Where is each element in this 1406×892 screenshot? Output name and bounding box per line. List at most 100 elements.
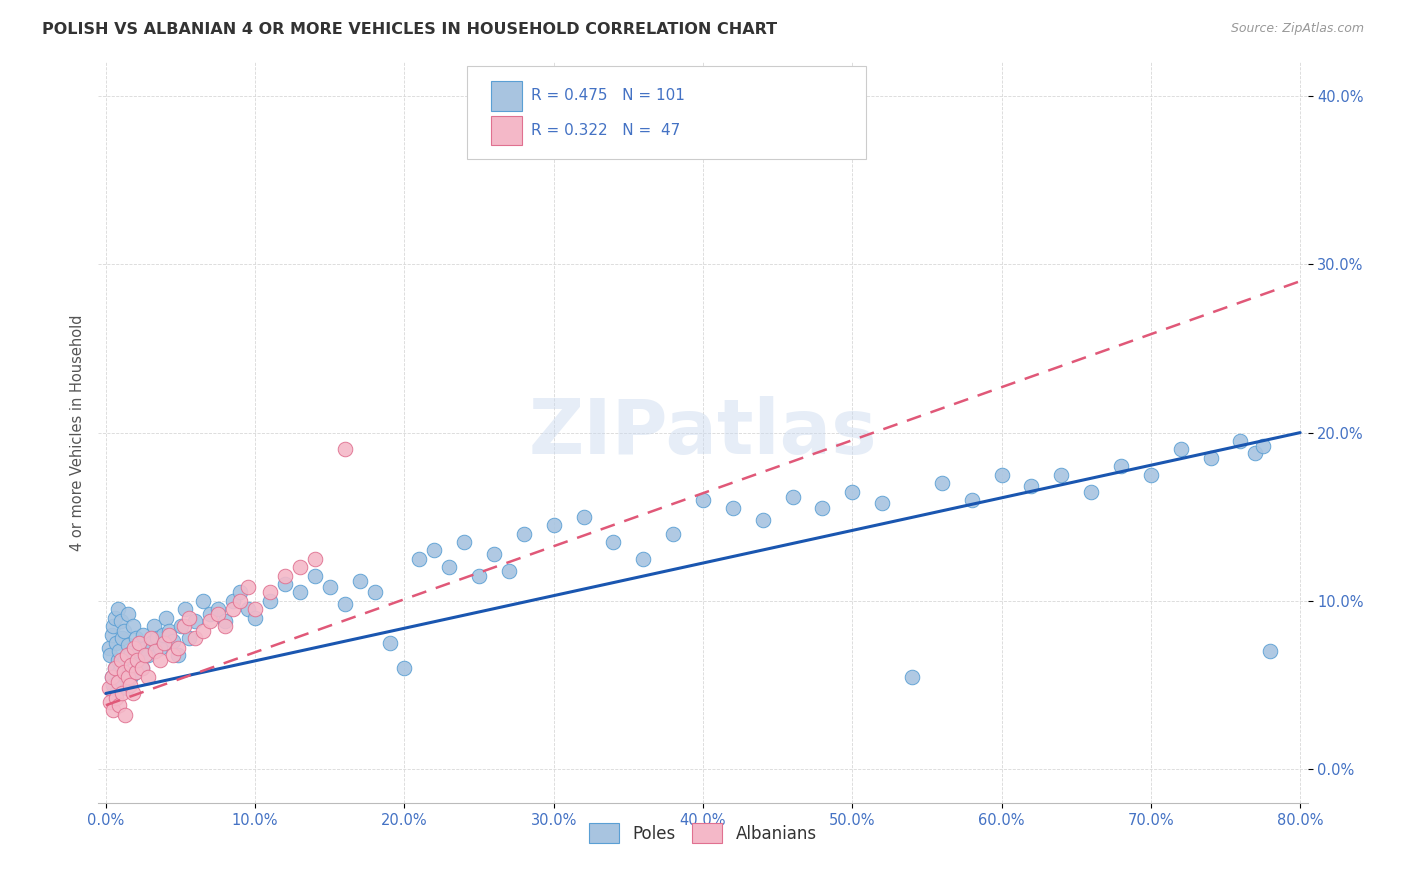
- Point: [117, 670, 139, 684]
- Point: [139, 636, 162, 650]
- Point: [110, 653, 132, 667]
- Point: [633, 551, 655, 566]
- Point: [319, 581, 342, 595]
- Point: [104, 661, 127, 675]
- Point: [101, 670, 124, 684]
- Point: [184, 631, 207, 645]
- Point: [191, 594, 214, 608]
- Point: [149, 653, 172, 667]
- Point: [121, 619, 143, 633]
- Point: [259, 585, 281, 599]
- Point: [103, 678, 125, 692]
- Point: [110, 657, 132, 672]
- Point: [145, 631, 167, 645]
- Point: [122, 666, 145, 681]
- Point: [214, 619, 236, 633]
- Point: [274, 568, 297, 582]
- Point: [207, 602, 229, 616]
- Point: [103, 703, 125, 717]
- Point: [105, 686, 128, 700]
- Point: [162, 648, 184, 662]
- Point: [104, 610, 127, 624]
- Point: [112, 624, 135, 639]
- Point: [222, 602, 245, 616]
- Point: [142, 619, 165, 633]
- Point: [1244, 446, 1267, 460]
- Point: [394, 661, 416, 675]
- Point: [121, 686, 143, 700]
- Point: [111, 631, 134, 645]
- Point: [236, 602, 259, 616]
- Point: [98, 695, 121, 709]
- Point: [143, 644, 166, 658]
- Point: [166, 648, 188, 662]
- Point: [274, 577, 297, 591]
- Point: [931, 476, 953, 491]
- Point: [153, 636, 176, 650]
- Text: R = 0.322   N =  47: R = 0.322 N = 47: [531, 123, 681, 138]
- FancyBboxPatch shape: [467, 66, 866, 159]
- Point: [468, 568, 491, 582]
- Point: [543, 518, 565, 533]
- Point: [184, 614, 207, 628]
- Point: [259, 594, 281, 608]
- Point: [960, 492, 983, 507]
- Point: [117, 607, 139, 622]
- Point: [243, 610, 266, 624]
- Text: Source: ZipAtlas.com: Source: ZipAtlas.com: [1230, 22, 1364, 36]
- Point: [1170, 442, 1192, 457]
- Point: [207, 607, 229, 622]
- Point: [120, 657, 142, 672]
- Point: [214, 614, 236, 628]
- Point: [222, 594, 245, 608]
- Point: [103, 619, 125, 633]
- Point: [333, 597, 356, 611]
- FancyBboxPatch shape: [492, 116, 522, 145]
- Point: [841, 484, 863, 499]
- Point: [811, 501, 834, 516]
- Point: [692, 492, 714, 507]
- Y-axis label: 4 or more Vehicles in Household: 4 or more Vehicles in Household: [69, 314, 84, 551]
- Point: [782, 490, 804, 504]
- Point: [108, 665, 131, 679]
- Point: [152, 627, 174, 641]
- Point: [229, 585, 252, 599]
- FancyBboxPatch shape: [492, 81, 522, 111]
- Point: [118, 678, 141, 692]
- Point: [108, 698, 131, 713]
- Point: [990, 467, 1012, 482]
- Point: [378, 636, 401, 650]
- Point: [101, 670, 124, 684]
- Point: [128, 636, 150, 650]
- Point: [128, 644, 150, 658]
- Point: [166, 640, 188, 655]
- Point: [127, 653, 149, 667]
- Point: [157, 627, 180, 641]
- Point: [1258, 644, 1281, 658]
- Point: [136, 648, 159, 662]
- Point: [97, 640, 120, 655]
- Point: [229, 594, 252, 608]
- Point: [721, 501, 744, 516]
- Point: [108, 644, 131, 658]
- Point: [1021, 479, 1043, 493]
- Point: [179, 631, 201, 645]
- Point: [304, 551, 326, 566]
- Point: [408, 551, 430, 566]
- Point: [173, 619, 195, 633]
- Point: [107, 602, 129, 616]
- Point: [1229, 434, 1251, 448]
- Point: [97, 681, 120, 696]
- Legend: Poles, Albanians: Poles, Albanians: [582, 816, 824, 850]
- Point: [304, 568, 326, 582]
- Point: [149, 640, 172, 655]
- Point: [110, 614, 132, 628]
- Point: [139, 631, 162, 645]
- Point: [107, 653, 129, 667]
- Point: [439, 560, 461, 574]
- Point: [363, 585, 385, 599]
- Point: [1199, 450, 1222, 465]
- Point: [115, 648, 138, 662]
- Point: [157, 624, 180, 639]
- Point: [111, 686, 134, 700]
